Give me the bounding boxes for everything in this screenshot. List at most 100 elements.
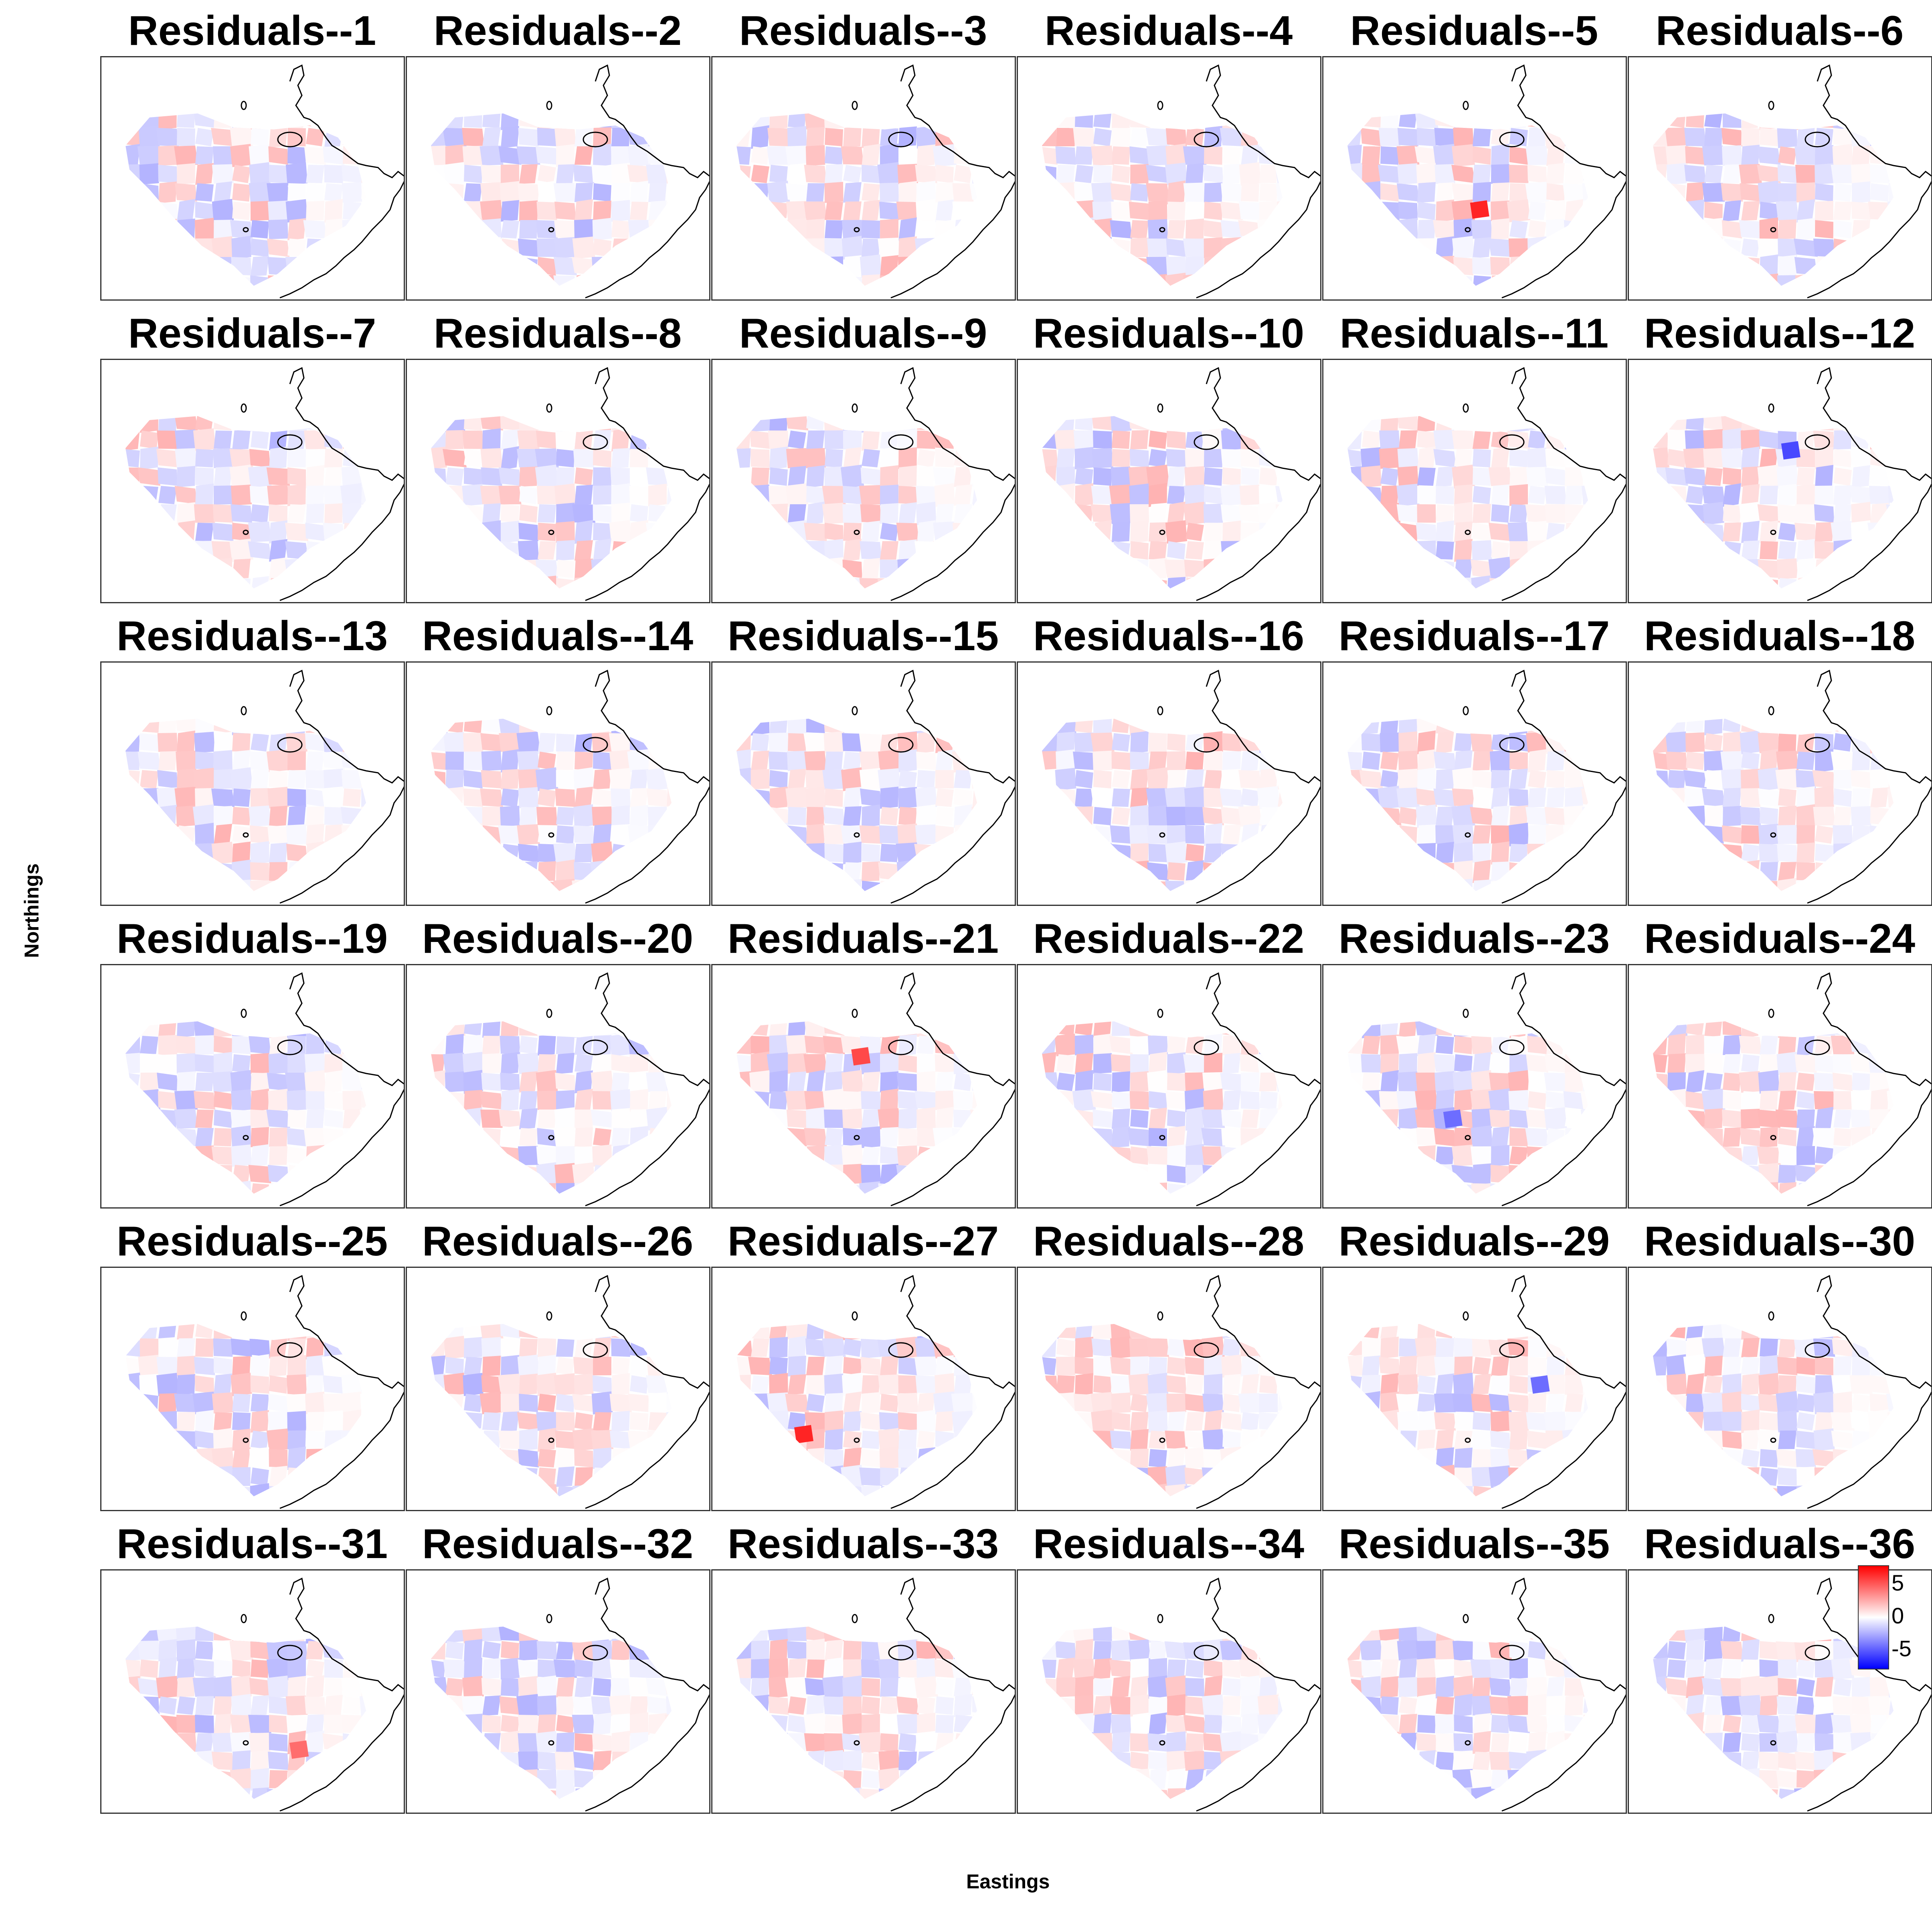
residual-cell [648, 1392, 667, 1414]
residual-cell [1833, 1091, 1852, 1110]
residual-cell [843, 862, 862, 881]
residual-cell [593, 752, 611, 770]
residual-cell [536, 430, 558, 449]
residual-cell [592, 1640, 613, 1660]
residual-cell [1258, 1128, 1279, 1146]
residual-cell [1378, 1448, 1402, 1469]
residual-cell [269, 805, 287, 827]
residual-cell [1166, 449, 1187, 467]
residual-cell [500, 416, 520, 430]
panel-title: Residuals--24 [1644, 916, 1916, 962]
residual-cell [1667, 503, 1687, 524]
residual-cell [125, 416, 142, 430]
residual-cell [1653, 164, 1667, 184]
residual-cell [611, 844, 630, 862]
residual-cell [1202, 1336, 1225, 1360]
residual-cell [630, 1486, 648, 1496]
residual-cell [788, 1752, 806, 1770]
island-outline [1499, 131, 1525, 148]
residual-cell [1653, 841, 1668, 865]
residual-cell [1778, 788, 1796, 807]
residual-cell [954, 238, 972, 257]
island-outline [1194, 131, 1219, 148]
residual-cell [462, 430, 484, 449]
residual-cell [1778, 1182, 1796, 1194]
residual-cell [1259, 416, 1278, 430]
residual-cell [177, 1374, 195, 1395]
residual-cell [1796, 218, 1815, 241]
residual-cell [431, 146, 447, 166]
residual-cell [195, 202, 214, 220]
residual-cell [1507, 1449, 1530, 1467]
residual-cell [1149, 1108, 1167, 1130]
residual-cell [1760, 1090, 1778, 1110]
residual-cell [158, 1110, 177, 1128]
residual-cells [1347, 416, 1588, 588]
island-outline [277, 131, 303, 148]
residual-cell [1416, 540, 1436, 560]
residual-cell [630, 273, 648, 286]
residual-cell [482, 1128, 501, 1146]
residual-cell [1056, 273, 1075, 286]
residual-cell [269, 1715, 287, 1733]
residual-cell [1491, 484, 1509, 506]
residual-cell [1653, 1412, 1670, 1431]
residual-cell [232, 1165, 251, 1183]
residual-cell [303, 220, 327, 238]
residual-cell [666, 1730, 672, 1754]
residual-cell [630, 1183, 648, 1194]
residual-cell [1434, 1357, 1456, 1375]
residual-cell [880, 844, 898, 862]
residual-cell [1165, 1484, 1188, 1496]
residual-cell [1277, 1183, 1283, 1194]
residual-cell [1092, 1486, 1113, 1496]
residual-map-panel [1017, 661, 1321, 906]
residual-cell [1259, 732, 1278, 753]
residual-cell [138, 1182, 160, 1194]
residual-cell [306, 1109, 324, 1129]
residual-cell [140, 844, 158, 862]
residual-cell [880, 881, 898, 891]
residual-cell [516, 146, 540, 165]
residual-cell [125, 1372, 142, 1397]
residual-cell [1414, 113, 1438, 128]
residual-cells [736, 1627, 977, 1799]
residual-cell [1056, 1431, 1075, 1449]
residual-cell [1528, 1091, 1546, 1110]
residual-cell [1488, 416, 1512, 431]
residual-cell [1565, 128, 1583, 146]
residual-cell [1723, 504, 1741, 523]
residual-cell [125, 1732, 141, 1752]
residual-cell [359, 1627, 366, 1641]
residual-map-panel [406, 661, 710, 906]
residual-cell [1380, 1144, 1399, 1168]
residual-cell [536, 202, 557, 220]
residual-cell [1473, 1052, 1491, 1075]
residual-cell [736, 1091, 751, 1110]
residual-cell [232, 1447, 251, 1469]
residual-cell [1241, 1033, 1259, 1057]
residual-cell [285, 162, 308, 186]
residual-cell [324, 844, 343, 862]
residual-cell [500, 164, 520, 184]
residual-cell [1563, 1036, 1585, 1054]
residual-cell [1204, 823, 1222, 846]
residual-cell [1359, 881, 1383, 891]
residual-cell [1796, 1126, 1815, 1148]
residual-cell [1379, 430, 1400, 449]
residual-cell [953, 1752, 973, 1770]
residual-cell [1165, 1021, 1188, 1037]
residual-cell [574, 576, 593, 588]
residual-cell [1722, 825, 1742, 844]
island-outline [888, 737, 914, 753]
island-outline [243, 832, 249, 838]
residual-cell [736, 484, 753, 506]
residual-cell [806, 183, 825, 202]
residual-cell [843, 255, 862, 277]
residual-cell [431, 806, 445, 826]
residual-cell [751, 578, 769, 588]
residual-cell [1239, 485, 1261, 505]
residual-cell [517, 449, 540, 467]
residual-cell [1794, 146, 1817, 165]
residual-cell [361, 804, 366, 828]
